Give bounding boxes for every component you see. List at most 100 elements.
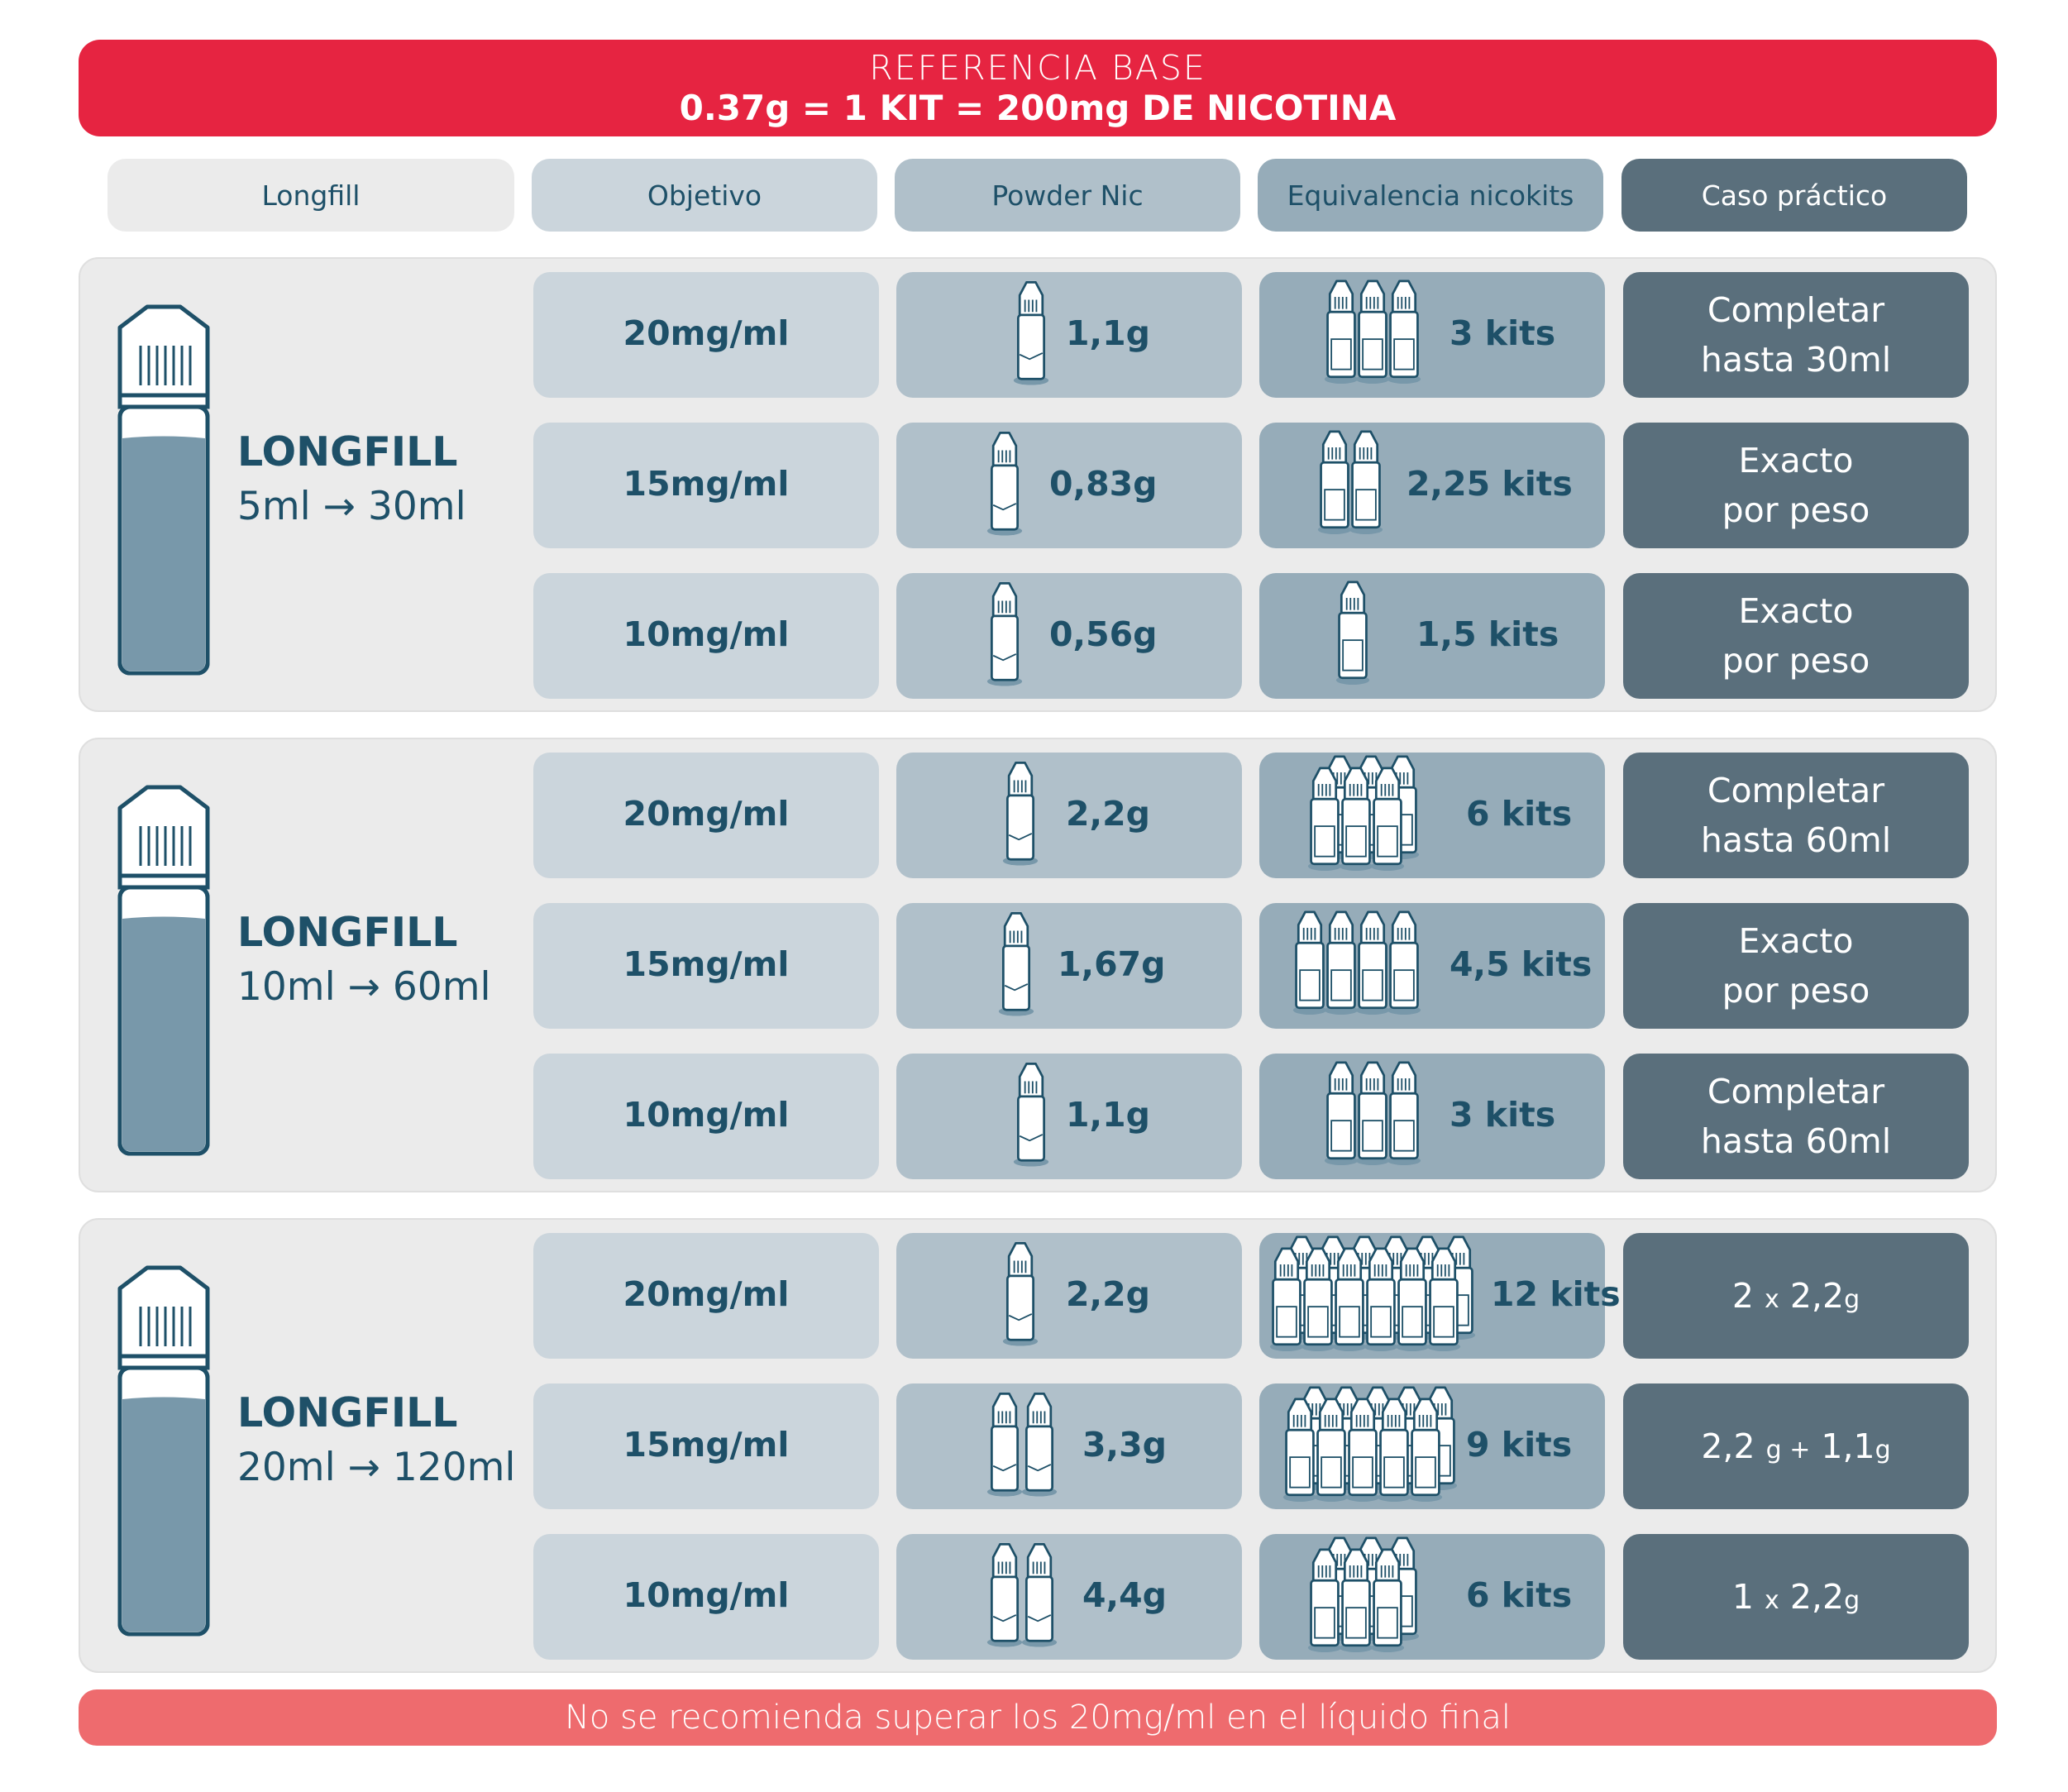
caso-practico-cell: Completar hasta 60ml (1623, 1054, 1969, 1179)
group-subtitle: 5ml → 30ml (237, 484, 466, 529)
nicokit-bottle-icon (1324, 279, 1359, 385)
powder-value: 3,3g (1082, 1425, 1167, 1465)
objetivo-value: 10mg/ml (623, 1095, 790, 1135)
nicokit-bottle-icon (1307, 766, 1342, 872)
powder-cell: 1,67g (896, 903, 1242, 1029)
nicokits-cell: 9 kits (1259, 1383, 1605, 1509)
nicokits-value: 3 kits (1450, 313, 1556, 353)
reference-title: REFERENCIA BASE (869, 48, 1206, 88)
reference-formula: 0.37g = 1 KIT = 200mg DE NICOTINA (679, 88, 1397, 128)
powder-nic-bottle-icon (1001, 1240, 1039, 1349)
nicokit-bottle-icon (1332, 1246, 1367, 1352)
powder-nic-bottle-icon (1020, 1390, 1058, 1499)
nicokit-bottle-icon (1317, 429, 1352, 535)
powder-value: 0,56g (1049, 614, 1158, 654)
nicokits-cell: 4,5 kits (1259, 903, 1605, 1029)
caso-line-1: Exacto (1738, 591, 1854, 631)
caso-amount-b: 1,1 (1821, 1426, 1875, 1466)
objetivo-value: 10mg/ml (623, 614, 790, 654)
powder-nic-bottle-icon (997, 910, 1035, 1019)
nicokits-value: 4,5 kits (1450, 944, 1593, 984)
objetivo-value: 15mg/ml (623, 1425, 790, 1465)
powder-cell: 0,83g (896, 423, 1242, 548)
nicokit-bottle-icon (1387, 1060, 1421, 1166)
powder-nic-bottle-icon (986, 429, 1024, 538)
powder-value: 0,83g (1049, 464, 1158, 504)
nicokit-bottle-icon (1314, 1397, 1349, 1503)
powder-value: 2,2g (1066, 1274, 1150, 1314)
nicokits-value: 12 kits (1491, 1274, 1621, 1314)
caso-practico-cell: Exacto por peso (1623, 903, 1969, 1029)
caso-practico-formula: 2,2 g + 1,1g (1623, 1422, 1969, 1475)
objetivo-cell: 15mg/ml (533, 423, 879, 548)
nicokit-bottle-icon (1426, 1246, 1461, 1352)
nicokits-cell: 3 kits (1259, 272, 1605, 398)
longfill-bottle-icon (117, 1265, 210, 1637)
nicokit-bottle-icon (1387, 910, 1421, 1015)
nicokit-bottle-icon (1345, 1397, 1380, 1503)
caso-line-1: Exacto (1738, 921, 1854, 961)
objetivo-value: 20mg/ml (623, 313, 790, 353)
objetivo-value: 10mg/ml (623, 1575, 790, 1615)
caso-practico-cell: Completar hasta 60ml (1623, 753, 1969, 878)
nicokit-bottle-icon (1324, 1060, 1359, 1166)
objetivo-value: 15mg/ml (623, 464, 790, 504)
group-subtitle: 20ml → 120ml (237, 1445, 516, 1490)
nicokit-bottle-icon (1364, 1246, 1398, 1352)
powder-cell: 0,56g (896, 573, 1242, 699)
nicokit-bottle-icon (1370, 766, 1405, 872)
objetivo-cell: 20mg/ml (533, 1233, 879, 1359)
objetivo-cell: 10mg/ml (533, 573, 879, 699)
group-title: LONGFILL (237, 1389, 458, 1436)
nicokit-bottle-icon (1395, 1246, 1430, 1352)
caso-operator: x (1765, 1285, 1779, 1314)
powder-value: 1,67g (1058, 944, 1166, 984)
caso-line-2: por peso (1722, 490, 1870, 530)
footer-warning: No se recomienda superar los 20mg/ml en … (79, 1689, 1997, 1746)
caso-practico-cell: 2 x 2,2g (1623, 1233, 1969, 1359)
nicokit-bottle-icon (1282, 1397, 1317, 1503)
nicokits-value: 6 kits (1466, 794, 1573, 834)
nicokits-value: 2,25 kits (1407, 464, 1573, 504)
caso-practico-cell: 1 x 2,2g (1623, 1534, 1969, 1660)
nicokit-bottle-icon (1307, 1547, 1342, 1653)
longfill-bottle-icon (117, 304, 210, 676)
group-title: LONGFILL (237, 428, 458, 475)
caso-practico-text: Exacto por peso (1623, 916, 1969, 1015)
nicokits-cell: 6 kits (1259, 753, 1605, 878)
objetivo-value: 20mg/ml (623, 1274, 790, 1314)
powder-cell: 1,1g (896, 272, 1242, 398)
nicokit-bottle-icon (1301, 1246, 1335, 1352)
powder-cell: 2,2g (896, 1233, 1242, 1359)
objetivo-value: 15mg/ml (623, 944, 790, 984)
objetivo-cell: 15mg/ml (533, 1383, 879, 1509)
caso-practico-cell: Completar hasta 30ml (1623, 272, 1969, 398)
caso-amount-b: 2,2 (1789, 1276, 1845, 1316)
nicokits-cell: 6 kits (1259, 1534, 1605, 1660)
caso-practico-text: Completar hasta 60ml (1623, 766, 1969, 865)
caso-line-1: Exacto (1738, 441, 1854, 480)
powder-value: 2,2g (1066, 794, 1150, 834)
caso-practico-cell: Exacto por peso (1623, 573, 1969, 699)
powder-nic-bottle-icon (1001, 759, 1039, 868)
caso-line-2: hasta 30ml (1700, 340, 1892, 380)
objetivo-cell: 15mg/ml (533, 903, 879, 1029)
powder-nic-bottle-icon (1012, 279, 1050, 388)
nicokit-bottle-icon (1355, 910, 1390, 1015)
objetivo-cell: 20mg/ml (533, 753, 879, 878)
powder-nic-bottle-icon (986, 1390, 1024, 1499)
objetivo-value: 20mg/ml (623, 794, 790, 834)
column-header-caso-practico: Caso práctico (1621, 159, 1967, 232)
nicokits-value: 3 kits (1450, 1095, 1556, 1135)
caso-amount-a: 2,2 (1701, 1426, 1755, 1466)
caso-practico-cell: Exacto por peso (1623, 423, 1969, 548)
powder-cell: 1,1g (896, 1054, 1242, 1179)
nicokit-bottle-icon (1355, 279, 1390, 385)
caso-practico-text: Completar hasta 30ml (1623, 285, 1969, 385)
caso-practico-formula: 1 x 2,2g (1623, 1572, 1969, 1626)
nicokit-bottle-icon (1292, 910, 1327, 1015)
caso-practico-cell: 2,2 g + 1,1g (1623, 1383, 1969, 1509)
powder-nic-bottle-icon (986, 580, 1024, 689)
caso-practico-text: Exacto por peso (1623, 436, 1969, 535)
nicokit-bottle-icon (1324, 910, 1359, 1015)
